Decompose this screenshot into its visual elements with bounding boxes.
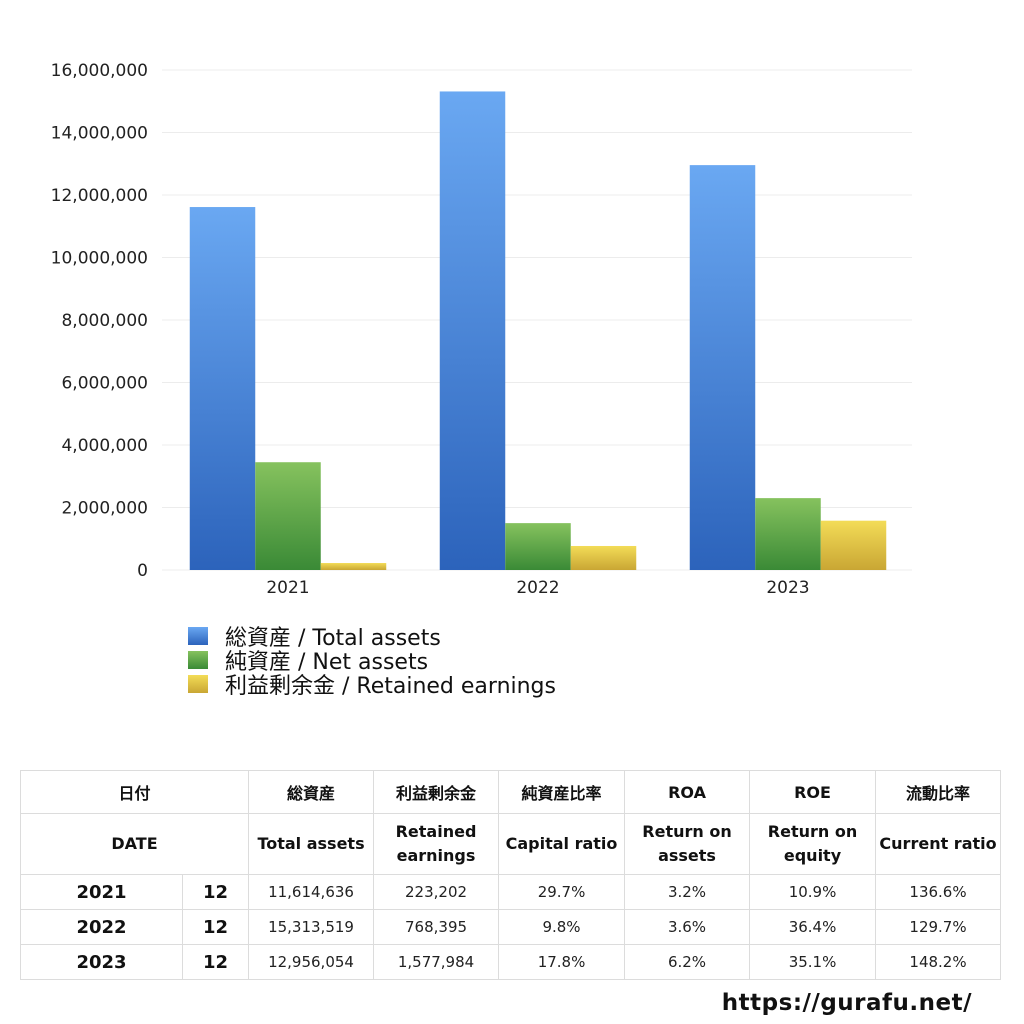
header-date-en: DATE bbox=[19, 813, 250, 875]
row-month: 12 bbox=[181, 874, 250, 910]
row-roe: 35.1% bbox=[749, 944, 877, 980]
header-current-ratio-jp: 流動比率 bbox=[875, 770, 1002, 814]
row-retained: 768,395 bbox=[373, 909, 500, 945]
row-roe: 10.9% bbox=[749, 874, 877, 910]
header-total-assets-jp: 総資産 bbox=[248, 770, 375, 814]
bar-net-assets bbox=[255, 462, 321, 570]
row-total-assets: 11,614,636 bbox=[248, 874, 375, 910]
bar-net-assets bbox=[755, 498, 821, 570]
bar-net-assets bbox=[505, 523, 571, 570]
table-row: 2021 12 11,614,636 223,202 29.7% 3.2% 10… bbox=[20, 874, 1002, 910]
legend-item-retained-earnings: 利益剰余金 / Retained earnings bbox=[188, 672, 556, 699]
legend: 総資産 / Total assets 純資産 / Net assets 利益剰余… bbox=[188, 624, 556, 699]
legend-item-total-assets: 総資産 / Total assets bbox=[188, 624, 556, 651]
row-roe: 36.4% bbox=[749, 909, 877, 945]
row-year: 2023 bbox=[20, 944, 183, 980]
x-tick-label: 2022 bbox=[516, 578, 559, 598]
row-total-assets: 12,956,054 bbox=[248, 944, 375, 980]
header-current-ratio-en: Current ratio bbox=[875, 813, 1002, 875]
header-retained-jp: 利益剰余金 bbox=[373, 770, 500, 814]
row-capital-ratio: 9.8% bbox=[498, 909, 626, 945]
row-retained: 223,202 bbox=[373, 874, 500, 910]
header-roe: ROE bbox=[749, 770, 877, 814]
legend-label: 純資産 / Net assets bbox=[225, 650, 429, 675]
legend-swatch-retained-earnings bbox=[188, 675, 208, 693]
header-roa-en: Return on assets bbox=[624, 813, 751, 875]
row-capital-ratio: 17.8% bbox=[498, 944, 626, 980]
bars bbox=[189, 91, 887, 571]
header-roe-line2: equity bbox=[783, 846, 842, 865]
header-retained-line1: Retained bbox=[395, 822, 477, 841]
y-tick-label: 4,000,000 bbox=[61, 436, 148, 456]
x-tick-label: 2021 bbox=[266, 578, 309, 598]
row-month: 12 bbox=[181, 909, 250, 945]
header-total-assets-en: Total assets bbox=[248, 813, 375, 875]
row-current-ratio: 148.2% bbox=[875, 944, 1002, 980]
table-header-en: DATE Total assets Retained earnings Capi… bbox=[19, 813, 1002, 875]
row-year: 2022 bbox=[20, 909, 183, 945]
y-tick-label: 6,000,000 bbox=[61, 374, 148, 394]
header-retained-en: Retained earnings bbox=[373, 813, 500, 875]
row-roa: 3.2% bbox=[624, 874, 751, 910]
header-roa-line1: Return on bbox=[642, 822, 732, 841]
bar-total-assets bbox=[189, 207, 256, 571]
header-date-jp: 日付 bbox=[19, 770, 250, 814]
table-row: 2022 12 15,313,519 768,395 9.8% 3.6% 36.… bbox=[20, 909, 1002, 945]
header-roe-line1: Return on bbox=[767, 822, 858, 841]
row-retained: 1,577,984 bbox=[373, 944, 500, 980]
legend-swatch-net-assets bbox=[188, 651, 208, 669]
y-tick-label: 16,000,000 bbox=[51, 61, 148, 81]
row-total-assets: 15,313,519 bbox=[248, 909, 375, 945]
row-current-ratio: 136.6% bbox=[875, 874, 1002, 910]
header-capital-ratio-en: Capital ratio bbox=[498, 813, 626, 875]
y-tick-label: 0 bbox=[137, 561, 148, 581]
y-tick-label: 14,000,000 bbox=[51, 124, 148, 144]
legend-label: 利益剰余金 / Retained earnings bbox=[225, 674, 556, 699]
row-month: 12 bbox=[181, 944, 250, 980]
legend-swatch-total-assets bbox=[188, 627, 208, 645]
bar-retained-earnings bbox=[320, 563, 387, 570]
y-tick-label: 2,000,000 bbox=[61, 499, 148, 519]
header-roa: ROA bbox=[624, 770, 751, 814]
row-capital-ratio: 29.7% bbox=[498, 874, 626, 910]
financial-table: 日付 総資産 利益剰余金 純資産比率 ROA ROE 流動比率 DATE Tot… bbox=[19, 770, 1002, 980]
header-roa-line2: assets bbox=[658, 846, 716, 865]
legend-item-net-assets: 純資産 / Net assets bbox=[188, 648, 556, 675]
y-tick-label: 10,000,000 bbox=[51, 249, 148, 269]
bar-total-assets bbox=[689, 165, 756, 571]
row-current-ratio: 129.7% bbox=[875, 909, 1002, 945]
row-roa: 3.6% bbox=[624, 909, 751, 945]
header-roe-en: Return on equity bbox=[749, 813, 877, 875]
x-axis: 2021 2022 2023 bbox=[266, 578, 809, 598]
bar-total-assets bbox=[439, 91, 506, 571]
y-tick-label: 8,000,000 bbox=[61, 311, 148, 331]
row-year: 2021 bbox=[20, 874, 183, 910]
site-url: https://gurafu.net/ bbox=[721, 990, 972, 1016]
bar-retained-earnings bbox=[820, 520, 887, 570]
y-axis: 0 2,000,000 4,000,000 6,000,000 8,000,000 10,… bbox=[51, 61, 148, 581]
x-tick-label: 2023 bbox=[766, 578, 809, 598]
y-tick-label: 12,000,000 bbox=[51, 186, 148, 206]
table-header-jp: 日付 総資産 利益剰余金 純資産比率 ROA ROE 流動比率 bbox=[19, 770, 1002, 814]
table-row: 2023 12 12,956,054 1,577,984 17.8% 6.2% … bbox=[20, 944, 1002, 980]
header-capital-ratio-jp: 純資産比率 bbox=[498, 770, 626, 814]
row-roa: 6.2% bbox=[624, 944, 751, 980]
header-retained-line2: earnings bbox=[396, 846, 476, 865]
bar-chart: 0 2,000,000 4,000,000 6,000,000 8,000,000 10,… bbox=[51, 61, 912, 598]
legend-label: 総資産 / Total assets bbox=[225, 626, 441, 651]
bar-retained-earnings bbox=[570, 545, 637, 570]
